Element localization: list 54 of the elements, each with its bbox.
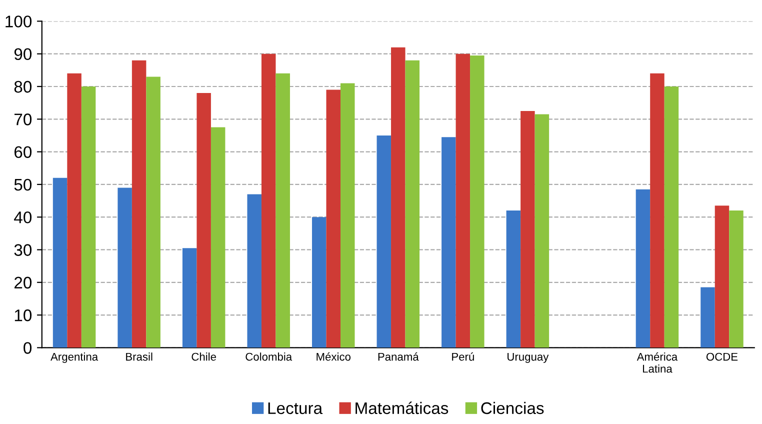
bar bbox=[470, 55, 484, 348]
bar bbox=[182, 248, 197, 348]
x-tick-label: Colombia bbox=[246, 352, 292, 361]
y-tick-label: 100 bbox=[6, 16, 32, 28]
bar bbox=[132, 60, 146, 348]
x-tick-label: OCDE bbox=[706, 352, 738, 361]
x-tick-label: América Latina bbox=[636, 352, 678, 373]
y-tick-label: 80 bbox=[14, 80, 32, 93]
bar bbox=[506, 210, 521, 348]
y-tick-label: 20 bbox=[14, 276, 32, 289]
y-tick-label: 60 bbox=[14, 146, 32, 158]
bar bbox=[700, 287, 715, 348]
x-tick-label: Panamá bbox=[378, 352, 419, 361]
y-tick-label: 90 bbox=[14, 48, 32, 60]
y-tick-label: 30 bbox=[14, 244, 32, 256]
bar bbox=[118, 188, 132, 348]
bar bbox=[442, 137, 456, 348]
bar bbox=[405, 60, 420, 348]
bar bbox=[81, 86, 96, 348]
x-tick-label: Brasil bbox=[126, 352, 152, 361]
y-tick-label: 10 bbox=[14, 309, 32, 322]
bar bbox=[196, 93, 211, 348]
bar bbox=[391, 47, 406, 348]
bar bbox=[534, 114, 550, 348]
bar bbox=[210, 127, 226, 348]
bar bbox=[650, 73, 664, 348]
y-tick-label: 40 bbox=[14, 211, 32, 224]
x-tick-label: Argentina bbox=[50, 352, 98, 363]
bar bbox=[714, 206, 730, 348]
bar bbox=[146, 76, 160, 348]
x-tick-label: Uruguay bbox=[508, 352, 549, 363]
bar bbox=[312, 217, 326, 348]
bar bbox=[636, 189, 650, 348]
bar bbox=[456, 54, 470, 348]
y-tick-label: 50 bbox=[14, 178, 32, 191]
x-tick-label: México bbox=[316, 352, 351, 361]
bar bbox=[52, 178, 68, 348]
y-tick-label: 0 bbox=[24, 342, 32, 354]
legend-label: Lectura bbox=[268, 402, 323, 414]
bar bbox=[376, 135, 392, 348]
legend-label: Matemáticas bbox=[356, 402, 448, 414]
bar bbox=[664, 86, 679, 348]
bar bbox=[67, 73, 82, 348]
bar bbox=[261, 54, 276, 348]
x-tick-label: Perú bbox=[452, 352, 474, 361]
y-tick-label: 70 bbox=[14, 114, 32, 126]
legend-label: Ciencias bbox=[481, 402, 544, 414]
bar bbox=[340, 83, 355, 348]
bar bbox=[729, 210, 744, 348]
bar bbox=[247, 194, 262, 348]
bar bbox=[276, 73, 290, 348]
bar bbox=[520, 110, 535, 348]
x-tick-label: Chile bbox=[192, 352, 216, 361]
bar bbox=[326, 90, 340, 348]
